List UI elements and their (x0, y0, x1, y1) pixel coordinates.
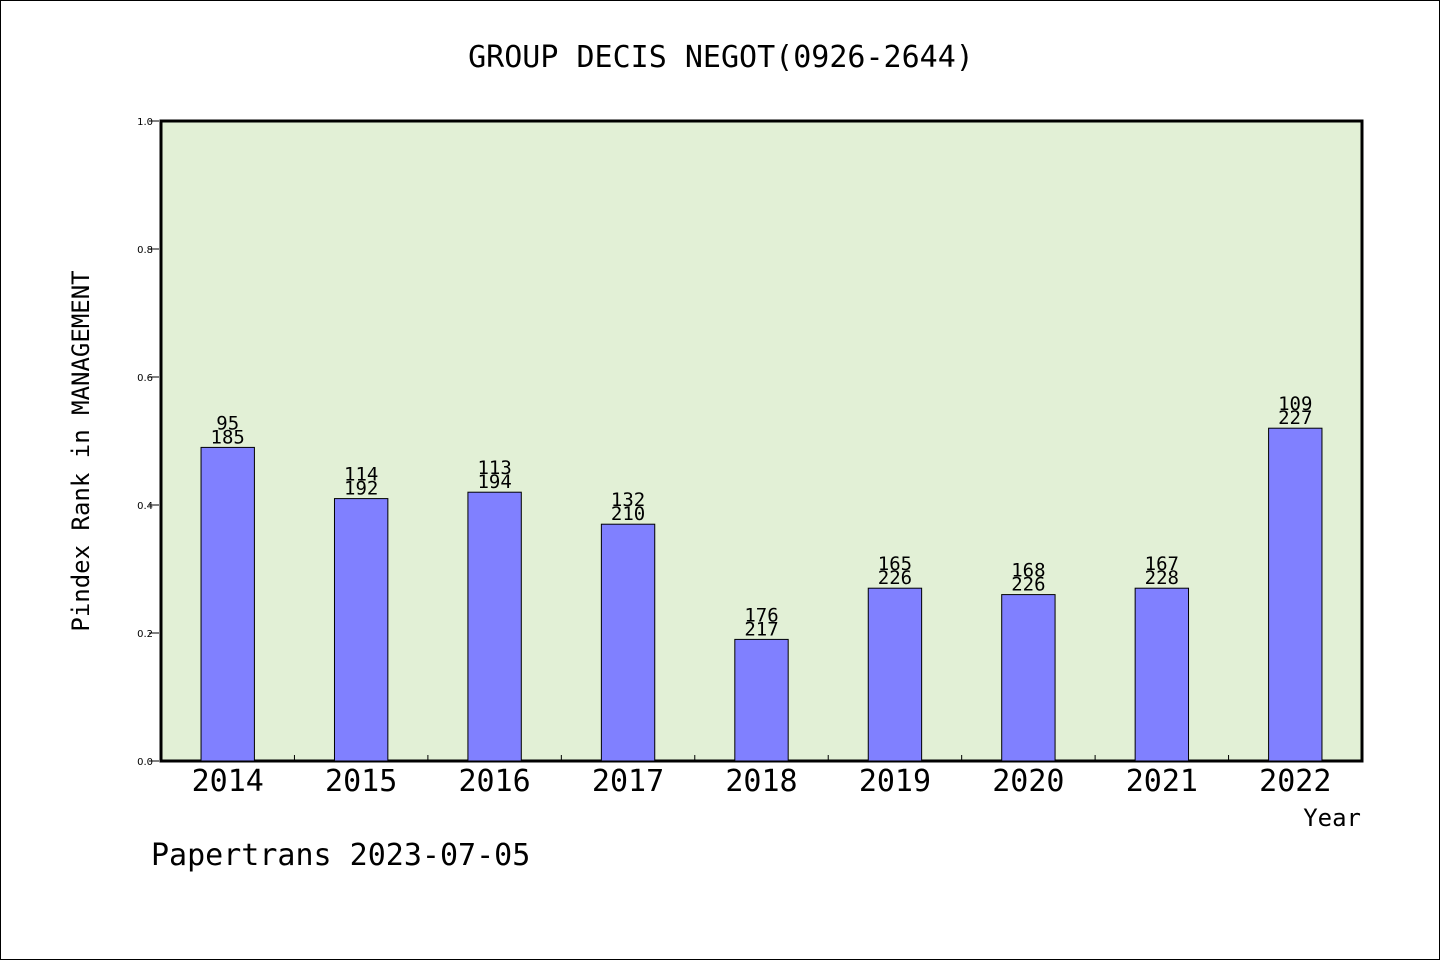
bar-label-bottom: 226 (878, 567, 912, 589)
bar-2018 (734, 638, 789, 762)
bar-label-top: 114 (344, 464, 378, 486)
x-tick-label: 2020 (992, 764, 1064, 799)
bar-2017 (600, 523, 656, 762)
y-tick-label: 0.2 (137, 629, 153, 640)
bar-label-top: 167 (1145, 553, 1179, 575)
footer-credit: Papertrans 2023-07-05 (151, 838, 530, 873)
y-tick-label: 0.0 (137, 757, 153, 768)
x-tick-label: 2021 (1126, 764, 1198, 799)
bar-label-top: 109 (1278, 393, 1312, 415)
x-tick-label: 2014 (192, 764, 264, 799)
bar-2020 (1001, 594, 1056, 762)
bar-2022 (1268, 427, 1323, 762)
x-tick-label: 2017 (592, 764, 664, 799)
bar-label-bottom: 210 (611, 503, 645, 525)
bar-2014 (200, 446, 255, 762)
bar-label-top: 168 (1011, 560, 1045, 582)
y-tick-label: 0.6 (137, 373, 153, 384)
x-tick-label: 2019 (859, 764, 931, 799)
bar-label-bottom: 217 (744, 618, 778, 640)
x-axis-ticks: 2014 2015 2016 2017 2018 2019 2020 2021 2022 (192, 755, 1331, 799)
bar-label-bottom: 228 (1145, 567, 1179, 589)
y-tick-label: 1.0 (137, 117, 153, 128)
x-axis-label: Year (1303, 804, 1361, 832)
bar-2016 (467, 491, 522, 762)
bar-label-top: 165 (878, 553, 912, 575)
y-axis-ticks: 0.0 0.2 0.4 0.6 0.8 1.0 (137, 117, 159, 768)
bars (200, 427, 1323, 762)
x-tick-label: 2016 (458, 764, 530, 799)
bar-2019 (867, 587, 923, 762)
x-tick-label: 2015 (325, 764, 397, 799)
bar-label-top: 132 (611, 489, 645, 511)
bar-label-bottom: 227 (1278, 407, 1312, 429)
x-tick-label: 2018 (725, 764, 797, 799)
x-tick-label: 2022 (1259, 764, 1331, 799)
y-tick-label: 0.4 (137, 501, 153, 512)
bar-label-bottom: 185 (211, 426, 245, 448)
bar-label-top: 95 (216, 412, 239, 434)
bar-2015 (333, 498, 389, 762)
bar-label-top: 176 (744, 604, 778, 626)
y-tick-label: 0.8 (137, 245, 153, 256)
bar-label-bottom: 192 (344, 478, 378, 500)
bar-2021 (1134, 587, 1190, 762)
bar-label-bottom: 194 (477, 471, 511, 493)
bar-label-bottom: 226 (1011, 574, 1045, 596)
chart-title: GROUP DECIS NEGOT(0926-2644) (468, 40, 974, 75)
bar-label-top: 113 (477, 457, 511, 479)
y-axis-label: Pindex Rank in MANAGEMENT (67, 270, 95, 631)
